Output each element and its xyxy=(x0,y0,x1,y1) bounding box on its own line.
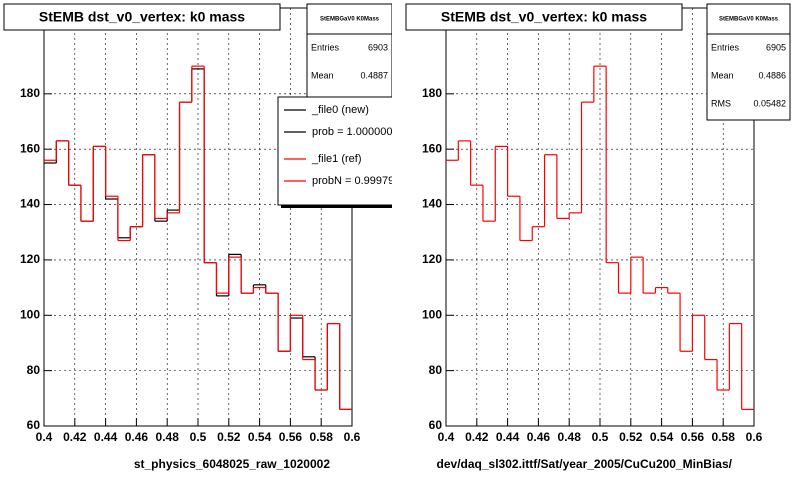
x-tick-label: 0.48 xyxy=(156,430,180,444)
pad: 60 80 100 120 140 160 180 0.4 0.42 0.44 0.46 0.48 0.… xyxy=(405,3,791,471)
x-tick-label: 0.4 xyxy=(438,430,455,444)
chart-title: StEMB dst_v0_vertex: k0 mass xyxy=(39,9,245,25)
x-tick-label: 0.42 xyxy=(63,430,87,444)
x-tick-label: 0.58 xyxy=(310,430,334,444)
x-tick-label: 0.56 xyxy=(279,430,303,444)
x-tick-label: 0.5 xyxy=(190,430,207,444)
x-tick-label: 0.58 xyxy=(712,430,736,444)
pad: 60 80 100 120 140 160 180 0.4 0.42 0.44 0.46 0.48 0.… xyxy=(3,3,394,471)
y-tick-label: 120 xyxy=(422,252,442,266)
stats-label: Mean xyxy=(311,70,334,80)
x-tick-label: 0.56 xyxy=(681,430,705,444)
stats-value: 0.05482 xyxy=(753,98,786,108)
y-tick-label: 180 xyxy=(20,86,40,100)
x-tick-label: 0.52 xyxy=(217,430,241,444)
y-tick-label: 80 xyxy=(429,363,443,377)
stats-title: StEMBGaV0 K0Mass xyxy=(320,17,380,23)
legend xyxy=(277,96,392,206)
x-tick-label: 0.54 xyxy=(248,430,272,444)
stats-label: Entries xyxy=(711,42,740,52)
x-tick-label: 0.44 xyxy=(496,430,520,444)
stats-label: Entries xyxy=(311,42,340,52)
legend-label: _file0 (new) xyxy=(311,104,369,116)
legend-label: _file1 (ref) xyxy=(311,153,362,165)
stats-title: StEMBGaV0 K0Mass xyxy=(719,17,779,23)
legend-label: prob = 1.000000 xyxy=(312,126,392,138)
y-tick-label: 140 xyxy=(20,197,40,211)
y-tick-label: 160 xyxy=(422,141,442,155)
y-tick-label: 180 xyxy=(422,86,442,100)
stats-value: 0.4887 xyxy=(360,70,388,80)
y-tick-label: 140 xyxy=(422,197,442,211)
x-tick-label: 0.6 xyxy=(344,430,361,444)
x-tick-label: 0.48 xyxy=(558,430,582,444)
stats-label: RMS xyxy=(711,98,731,108)
y-tick-label: 100 xyxy=(422,307,442,321)
stats-box xyxy=(706,3,791,121)
x-tick-label: 0.52 xyxy=(619,430,643,444)
stats-value: 6903 xyxy=(368,42,388,52)
x-tick-label: 0.54 xyxy=(650,430,674,444)
chart-title: StEMB dst_v0_vertex: k0 mass xyxy=(441,9,647,25)
x-tick-label: 0.44 xyxy=(94,430,118,444)
x-tick-label: 0.46 xyxy=(125,430,149,444)
x-axis-label: dev/daq_sl302.ittf/Sat/year_2005/CuCu200… xyxy=(437,457,733,471)
y-tick-label: 80 xyxy=(27,363,41,377)
y-tick-label: 60 xyxy=(429,418,443,432)
title-box xyxy=(405,3,683,31)
x-tick-label: 0.46 xyxy=(527,430,551,444)
stats-label: Mean xyxy=(711,70,734,80)
stats-value: 0.4886 xyxy=(758,70,786,80)
x-tick-label: 0.42 xyxy=(465,430,489,444)
x-tick-label: 0.5 xyxy=(592,430,609,444)
y-tick-label: 100 xyxy=(20,307,40,321)
y-tick-label: 120 xyxy=(20,252,40,266)
x-axis-label: st_physics_6048025_raw_1020002 xyxy=(134,457,330,471)
title-box xyxy=(3,3,281,31)
y-tick-label: 60 xyxy=(27,418,41,432)
legend-label: probN = 0.99979 xyxy=(312,175,394,187)
x-tick-label: 0.4 xyxy=(36,430,53,444)
x-tick-label: 0.6 xyxy=(746,430,763,444)
y-tick-label: 160 xyxy=(20,141,40,155)
stats-value: 6905 xyxy=(766,42,786,52)
